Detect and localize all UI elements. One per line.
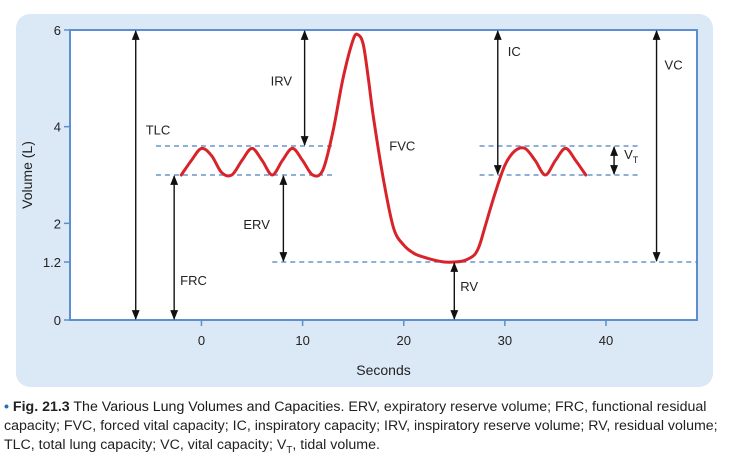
- measure-label-ic: IC: [508, 44, 521, 59]
- y-tick-label: 2: [54, 216, 61, 231]
- lung-volume-chart: 0 1.2 2 4 6 0 10 20 30 40 Seconds Volume (L) TLC FRC I…: [19, 23, 698, 378]
- y-tick-label: 4: [54, 120, 61, 135]
- x-tick-label: 40: [599, 333, 613, 348]
- caption-text-end: , tidal volume.: [292, 437, 380, 453]
- x-axis-label: Seconds: [356, 362, 410, 378]
- measure-label-irv: IRV: [271, 74, 293, 89]
- y-tick-label: 6: [54, 23, 61, 38]
- measure-label-subscript: T: [633, 155, 639, 165]
- caption-bullet: •: [4, 399, 9, 415]
- x-tick-label: 20: [396, 333, 410, 348]
- measure-label-rv: RV: [460, 279, 478, 294]
- caption-title: The Various Lung Volumes and Capacities.: [73, 399, 345, 415]
- x-tick-label: 30: [498, 333, 512, 348]
- measure-label-frc: FRC: [180, 273, 207, 288]
- measure-label-tlc: TLC: [146, 122, 171, 137]
- y-tick-label: 0: [54, 313, 61, 328]
- y-axis-label: Volume (L): [19, 141, 35, 209]
- measure-label-erv: ERV: [243, 217, 270, 232]
- caption-figure-number: Fig. 21.3: [12, 399, 70, 415]
- measure-label-vc: VC: [665, 57, 683, 72]
- x-tick-label: 10: [295, 333, 309, 348]
- volume-trace-line: [179, 32, 588, 264]
- measure-label-fvc: FVC: [389, 139, 415, 154]
- caption-text: ERV, expiratory reserve volume; FRC, fun…: [4, 399, 718, 453]
- y-tick-label: 1.2: [43, 255, 61, 270]
- caption-subscript: T: [286, 444, 293, 456]
- x-tick-label: 0: [198, 333, 205, 348]
- figure-caption: • Fig. 21.3 The Various Lung Volumes and…: [4, 398, 729, 460]
